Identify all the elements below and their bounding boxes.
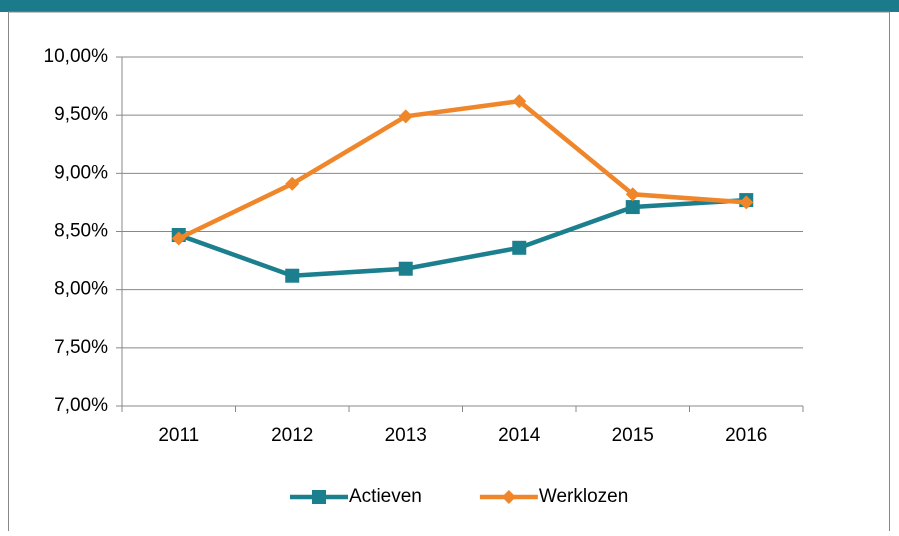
marker — [171, 231, 186, 246]
marker — [501, 490, 516, 504]
x-tick-label: 2015 — [612, 425, 654, 446]
marker — [739, 195, 754, 210]
marker — [285, 176, 300, 191]
y-tick-label: 8,50% — [54, 221, 108, 242]
header-bar — [0, 0, 899, 12]
series-line — [177, 98, 747, 241]
marker — [398, 261, 413, 276]
series-line — [177, 197, 747, 278]
y-tick-label: 7,50% — [54, 337, 108, 358]
marker — [625, 187, 640, 202]
chart-frame — [8, 11, 890, 536]
y-tick-label: 9,00% — [54, 162, 108, 183]
x-tick-label: 2013 — [385, 425, 427, 446]
y-tick-label: 8,00% — [54, 279, 108, 300]
x-tick-label: 2016 — [725, 425, 767, 446]
x-tick-label: 2011 — [158, 425, 199, 446]
marker — [512, 240, 527, 255]
y-tick-label: 7,00% — [54, 395, 108, 416]
y-tick-label: 9,50% — [54, 104, 108, 125]
marker — [625, 200, 640, 215]
y-tick-label: 10,00% — [44, 46, 109, 67]
legend-label: Actieven — [349, 486, 422, 507]
x-tick-label: 2012 — [271, 425, 313, 446]
marker — [398, 109, 413, 124]
x-tick-label: 2014 — [498, 425, 541, 446]
marker — [285, 268, 300, 283]
marker — [512, 94, 527, 109]
marker — [312, 490, 326, 504]
legend-label: Werklozen — [539, 486, 628, 507]
